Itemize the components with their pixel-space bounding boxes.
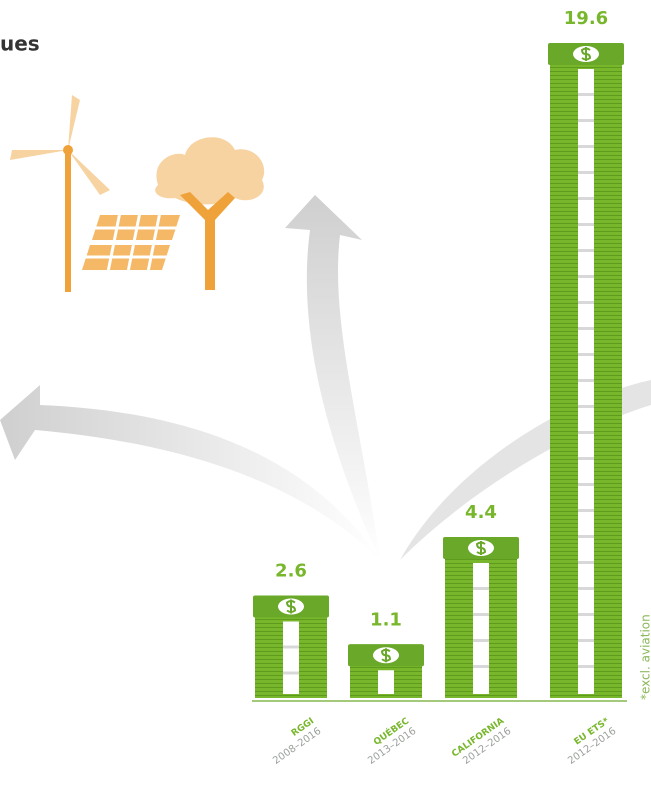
stack-divider xyxy=(283,671,299,675)
wind-turbine-icon xyxy=(10,95,110,292)
stack-divider xyxy=(578,561,594,564)
stack-divider xyxy=(578,275,594,278)
stack-divider xyxy=(578,379,594,382)
stack-divider xyxy=(473,613,489,616)
stack-divider xyxy=(283,645,299,649)
value-label: 1.1 xyxy=(370,609,402,630)
value-label: 4.4 xyxy=(465,502,497,523)
category-label: EU ETS*2012–2016 xyxy=(566,716,618,767)
value-label: 2.6 xyxy=(275,561,307,582)
stack-divider xyxy=(578,665,594,668)
stack-divider xyxy=(578,327,594,330)
stack-divider xyxy=(578,223,594,226)
dollar-icon xyxy=(380,648,392,663)
stack-band xyxy=(473,563,489,694)
stack-divider xyxy=(578,145,594,148)
stack-divider xyxy=(473,639,489,642)
stack-divider xyxy=(578,301,594,304)
stack-divider xyxy=(473,665,489,668)
stack-divider xyxy=(578,535,594,538)
value-label: 19.6 xyxy=(564,8,608,29)
stack-divider xyxy=(578,249,594,252)
dollar-icon xyxy=(285,599,297,614)
stack-divider xyxy=(578,587,594,590)
arrow xyxy=(285,195,380,560)
stack-divider xyxy=(578,171,594,174)
stack-divider xyxy=(578,613,594,616)
stack-divider xyxy=(578,509,594,512)
stack-band xyxy=(378,670,394,694)
stack-divider xyxy=(578,431,594,434)
dollar-icon xyxy=(580,47,592,61)
stack-divider xyxy=(578,457,594,460)
stack-divider xyxy=(578,93,594,96)
stack-divider xyxy=(578,405,594,408)
solar-panel-icon xyxy=(80,211,180,273)
stack-divider xyxy=(578,353,594,356)
stack-divider xyxy=(578,483,594,486)
stack-divider xyxy=(578,197,594,200)
tree-icon xyxy=(155,137,265,290)
stack-band xyxy=(283,621,299,694)
arrow xyxy=(0,385,380,560)
chart-title: ues xyxy=(0,32,40,56)
dollar-icon xyxy=(475,541,487,555)
stack-divider xyxy=(578,639,594,642)
stack-divider xyxy=(578,119,594,122)
stack-divider xyxy=(473,587,489,590)
footnote: *excl. aviation xyxy=(639,614,651,700)
